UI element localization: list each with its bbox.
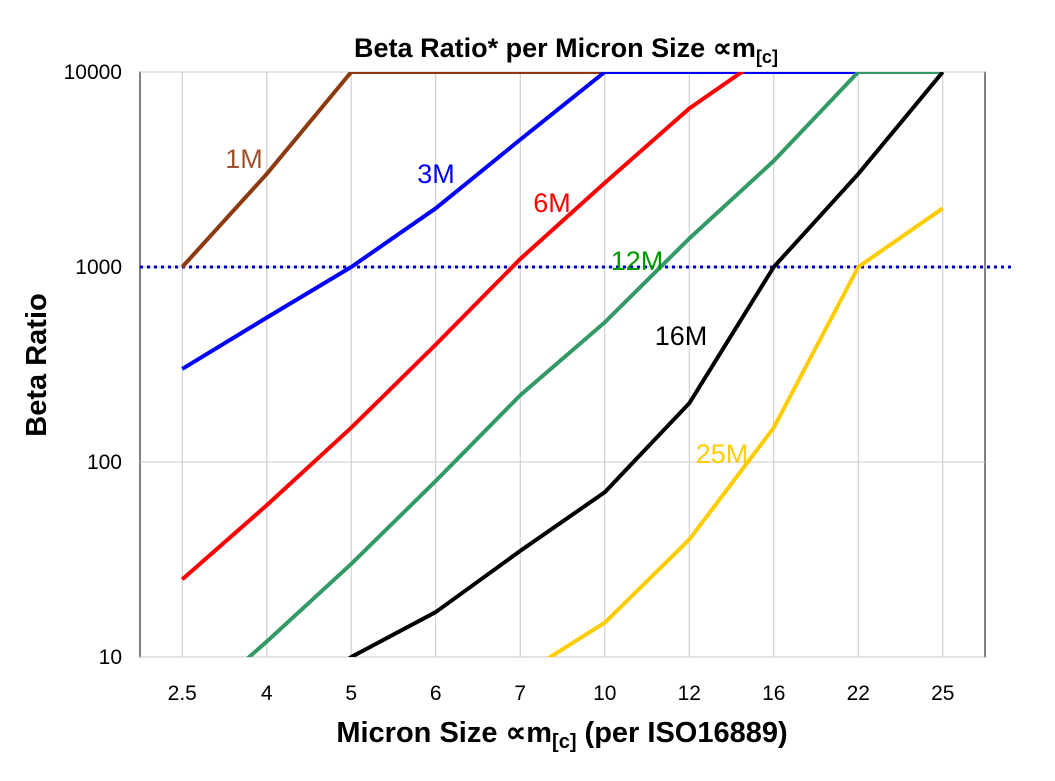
series-labels: 1M 3M 6M 12M 16M 25M <box>225 144 748 469</box>
series-label-3M: 3M <box>417 159 455 189</box>
chart-title: Beta Ratio* per Micron Size ∝m[c] <box>354 33 778 67</box>
y-axis-label: Beta Ratio <box>21 293 53 436</box>
y-tick-label: 10 <box>99 646 122 669</box>
x-tick-label: 10 <box>593 682 616 705</box>
x-tick-labels: 2.5 4 5 6 7 10 12 16 22 25 <box>168 682 955 705</box>
series-line-16M <box>347 72 945 657</box>
y-tick-labels: 10 100 1000 10000 <box>64 61 122 669</box>
x-tick-label: 7 <box>514 682 526 705</box>
y-tick-label: 1000 <box>75 256 122 279</box>
x-tick-label: 22 <box>847 682 870 705</box>
x-tick-label: 25 <box>931 682 954 705</box>
series-line-12M <box>246 72 943 657</box>
series-label-16M: 16M <box>655 321 708 351</box>
x-tick-label: 6 <box>430 682 442 705</box>
series-lines <box>180 72 945 657</box>
series-line-6M <box>180 72 746 581</box>
x-axis-label: Micron Size ∝m[c] (per ISO16889) <box>336 717 787 753</box>
series-line-3M <box>181 72 943 371</box>
y-tick-label: 100 <box>87 451 122 474</box>
x-tick-label: 2.5 <box>168 682 197 705</box>
plot-area <box>139 71 986 658</box>
x-tick-label: 16 <box>762 682 785 705</box>
x-tick-label: 4 <box>261 682 273 705</box>
x-tick-label: 12 <box>678 682 701 705</box>
series-label-6M: 6M <box>533 188 571 218</box>
series-label-1M: 1M <box>225 144 263 174</box>
series-label-12M: 12M <box>611 246 664 276</box>
x-tick-label: 5 <box>345 682 357 705</box>
series-line-25M <box>546 206 944 657</box>
y-tick-label: 10000 <box>64 61 122 84</box>
series-line-1M <box>180 72 943 269</box>
series-label-25M: 25M <box>696 439 749 469</box>
